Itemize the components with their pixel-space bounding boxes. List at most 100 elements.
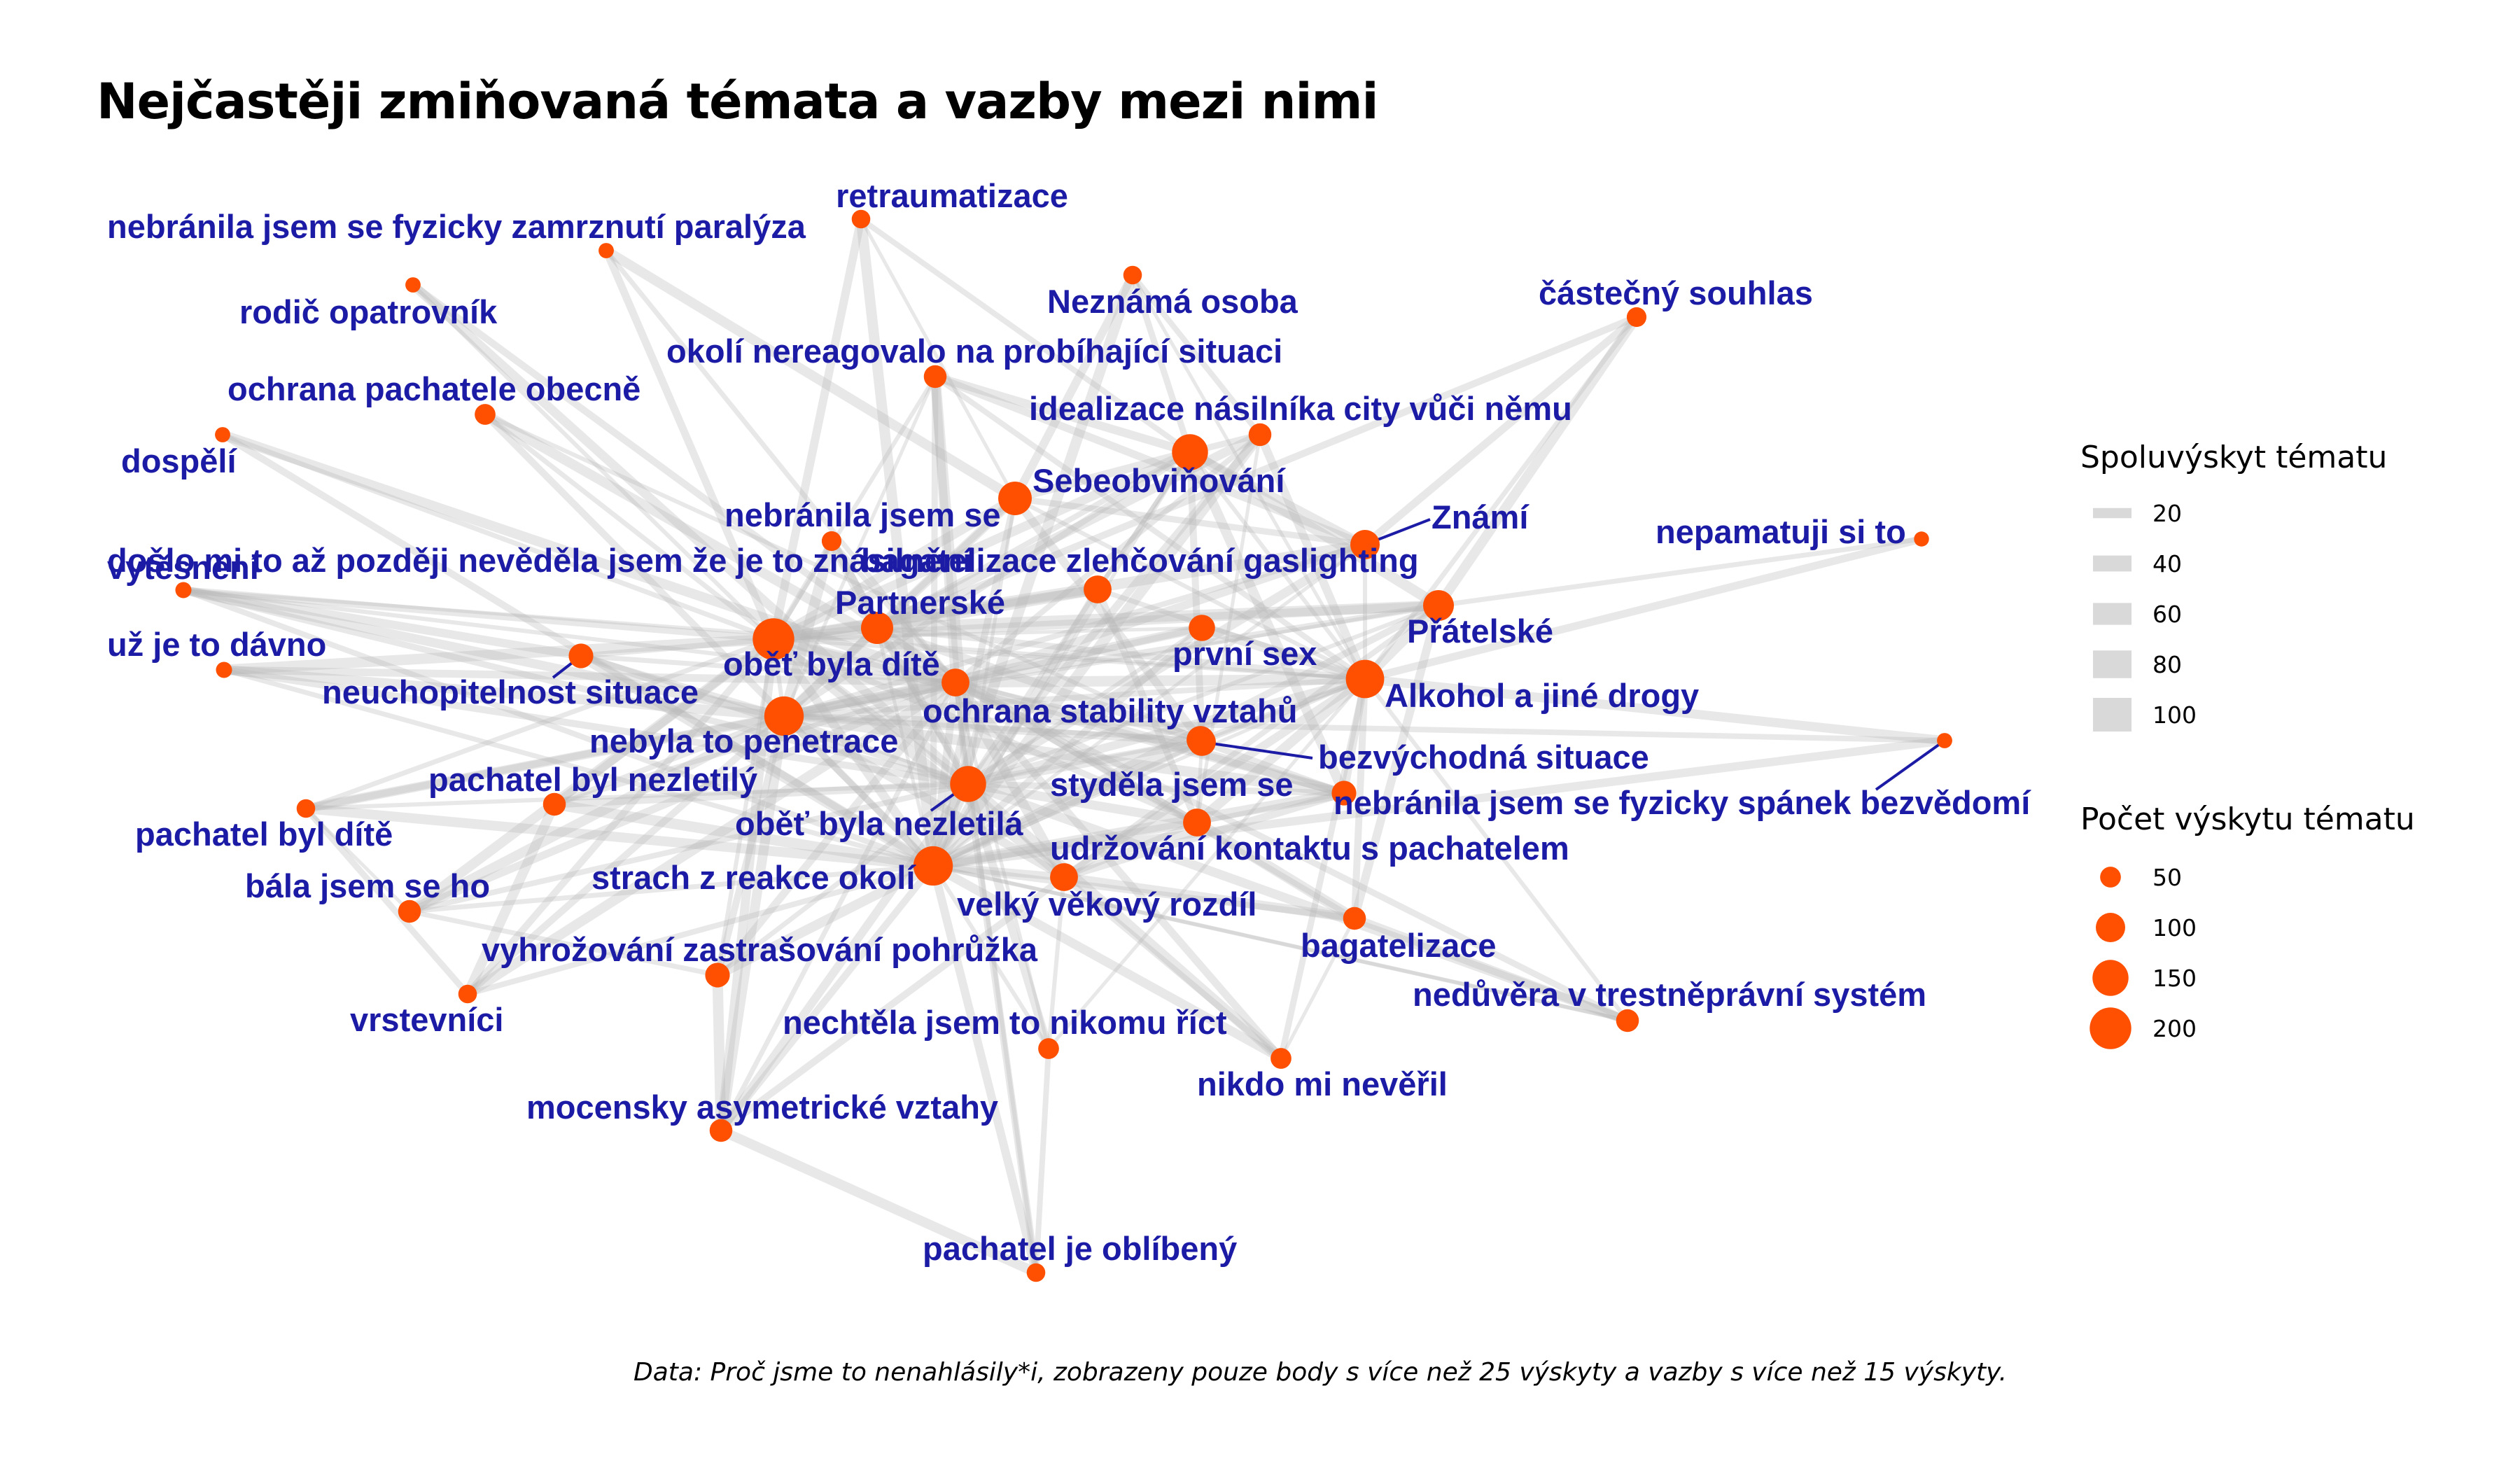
node-neuchopitelnost (568, 643, 594, 668)
edge-nebyla_penetrace-bezvychodna (780, 712, 1206, 746)
node-bala (398, 899, 421, 923)
label-bezvychodna: bezvýchodná situace (1318, 738, 1649, 776)
edge-okoli_nereagovalo-nebyla_penetrace (782, 374, 937, 718)
edge-prvni_sex-hub (952, 624, 1205, 686)
legend-edge-label-60: 60 (2152, 601, 2182, 628)
label-neznama: Neznámá osoba (1047, 283, 1298, 320)
edge-partnerske-nebyla_penetrace (780, 624, 881, 720)
edge-castecny-pratelske (1434, 312, 1642, 610)
edge-neznama-nebranila (1011, 271, 1137, 503)
node-obet_dite (752, 618, 794, 660)
edge-neznama-alkohol (1130, 273, 1367, 681)
edge-okoli_nereagovalo-znami (931, 372, 1369, 549)
edge-obet_dite-vrstevnici (464, 636, 777, 997)
edge-doslo-partnerske (827, 536, 882, 633)
label-vytesneni: vytěsnění (107, 549, 260, 586)
edge-vekovy-bagatelizace (1059, 872, 1359, 923)
label-nebranila_paralyza: nebránila jsem se fyzicky zamrznutí para… (107, 208, 806, 245)
edge-alkohol-neduvera (1363, 677, 1630, 1023)
edge-neuchopitelnost-strach (575, 650, 939, 872)
edge-pachatel_dite-bala (304, 806, 412, 913)
label-okoli_nereagovalo: okolí nereagovalo na probíhající situaci (666, 332, 1282, 370)
edge-pachatel_dite-hub (302, 679, 959, 812)
edge-obet_dite-udrzovani (770, 636, 1200, 826)
label-bala: bála jsem se ho (245, 867, 490, 904)
edge-rodic-hub (410, 281, 959, 686)
edge-pachatel_nezletily-strach (549, 799, 939, 872)
edge-obet_dite-obet_nezletila (770, 636, 972, 788)
edge-bagatelizace_gaslighting-sebeobvinovani (1096, 450, 1192, 592)
edge-strach-nechtela (931, 864, 1051, 1051)
label-znami: Známí (1432, 498, 1530, 536)
edge-okoli_nereagovalo-alkohol (932, 374, 1368, 682)
label-vekovy: velký věkový rozdíl (957, 886, 1256, 923)
edge-nikdo-hub (951, 678, 1285, 1063)
label-idealizace: idealizace násilníka city vůči němu (1029, 390, 1572, 427)
edge-neduvera-hub (952, 679, 1631, 1024)
edge-retraumatizace-obet_dite (769, 215, 865, 643)
edge-obet_nezletila-stydela (965, 780, 1348, 797)
edge-okoli_nereagovalo-sebeobvinovani (931, 372, 1194, 456)
edge-sebeobvinovani-pratelske (1184, 447, 1444, 611)
edge-stydela-udrzovani (1194, 790, 1347, 825)
edge-idealizace-udrzovani (1195, 433, 1262, 825)
edge-stydela-strach (927, 788, 1350, 872)
legend-nodes-items: 50 100 150 200 (2090, 864, 2197, 1049)
node-ochrana_pachatele (475, 404, 496, 425)
legend-node-swatch-150 (2092, 960, 2129, 996)
label-oblibeny: pachatel je oblíbený (923, 1230, 1237, 1267)
edge-rodic-obet_nezletila (408, 280, 973, 789)
edge-udrzovani-vekovy (1061, 820, 1200, 880)
edge-znami-strach (931, 542, 1367, 868)
edge-alkohol-nechtela (1046, 677, 1367, 1051)
edge-retraumatizace-nebranila (859, 217, 1017, 500)
edge-znami-hub (951, 540, 1369, 687)
edge-nebranila-strach (930, 495, 1018, 869)
edge-nebranila_paralyza-hub (603, 248, 958, 685)
node-vytesneni (175, 582, 192, 598)
label-obet_nezletila: oběť byla nezletilá (735, 805, 1024, 842)
node-nebranila_paralyza (598, 243, 614, 258)
edge-alkohol-udrzovani (1192, 674, 1370, 827)
edge-partnerske-alkohol (874, 624, 1368, 682)
edge-bezvychodna-strach (931, 740, 1204, 868)
edge-uz_davno-obet_dite (218, 634, 779, 676)
edge-ochrana_pachatele-obet_dite (482, 412, 776, 642)
node-layer (175, 209, 1952, 1282)
edge-obet_dite-neuchopitelnost (578, 636, 776, 659)
legend-edge-label-20: 20 (2152, 500, 2182, 527)
edge-layer (178, 214, 1949, 1278)
edge-idealizace-hub (953, 432, 1263, 685)
label-strach: strach z reakce okolí (592, 859, 916, 896)
edge-okoli_nereagovalo-obet_nezletila (930, 371, 974, 790)
edge-obet_dite-strach (769, 634, 938, 871)
label-vrstevnici: vrstevníci (350, 1001, 503, 1038)
edge-strach-oblibeny (929, 862, 1040, 1277)
edge-pachatel_nezletily-hub (552, 680, 958, 807)
node-vekovy (1050, 863, 1078, 891)
edge-alkohol-hub (950, 673, 1371, 688)
edge-partnerske-obet_nezletila (874, 625, 971, 787)
edge-sebeobvinovani-nebyla_penetrace (780, 449, 1194, 720)
data-caption: Data: Proč jsme to nenahlásily*i, zobraz… (634, 1358, 2008, 1387)
label-neduvera: nedůvěra v trestněprávní systém (1413, 976, 1926, 1013)
legend-edge-label-40: 40 (2152, 550, 2182, 578)
node-oblibeny (1026, 1263, 1046, 1282)
edge-strach-neduvera (931, 864, 1630, 1023)
edge-alkohol-vekovy (1060, 675, 1369, 881)
edge-castecny-alkohol (1362, 314, 1639, 682)
edge-alkohol-stydela (1340, 675, 1369, 797)
label-pachatel_dite: pachatel byl dítě (135, 816, 393, 853)
edge-partnerske-udrzovani (874, 625, 1200, 825)
edge-strach-ochrana_stability (927, 734, 1206, 872)
node-stydela (1331, 780, 1357, 806)
edge-pratelske-vekovy (1061, 603, 1441, 880)
node-pachatel_dite (296, 799, 316, 818)
node-sebeobvinovani (1172, 434, 1208, 470)
edge-neduvera-obet_nezletila (963, 779, 1632, 1026)
edge-dospeli-obet_dite (220, 432, 776, 642)
edge-pratelske-strach (930, 602, 1442, 869)
edge-hub-ochrana_stability (953, 680, 1203, 742)
node-nebranila (998, 482, 1032, 515)
